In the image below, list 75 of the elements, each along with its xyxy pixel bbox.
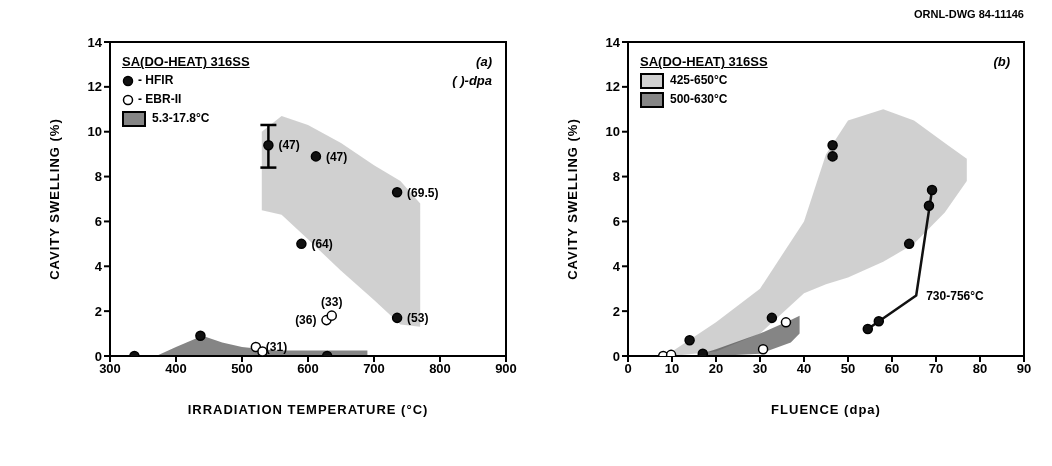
- y-tick-label: 14: [605, 34, 621, 50]
- point: [827, 151, 838, 162]
- x-tick-label: 20: [708, 361, 724, 377]
- x-tick-label: 300: [99, 361, 121, 377]
- y-tick-label: 12: [87, 79, 102, 95]
- annotation: (a): [475, 53, 492, 71]
- legend-title: SA(DO-HEAT) 316SS: [122, 53, 250, 71]
- annotation: ( )-dpa: [452, 72, 492, 90]
- point: [780, 317, 792, 328]
- x-tick-label: 500: [231, 361, 253, 377]
- annotation: (31): [265, 340, 288, 355]
- annotation: (47): [325, 149, 348, 164]
- y-tick-label: 6: [612, 214, 620, 230]
- x-tick-label: 50: [840, 361, 856, 377]
- x-tick-label: 70: [928, 361, 944, 377]
- y-tick-label: 0: [94, 348, 102, 364]
- annotation: (53): [407, 311, 429, 326]
- point: [391, 187, 403, 198]
- y-tick-label: 2: [612, 303, 620, 319]
- x-tick-label: 10: [664, 361, 680, 377]
- y-tick-label: 12: [605, 79, 620, 95]
- point: [862, 323, 874, 335]
- point: [757, 344, 769, 355]
- x-tick-label: 900: [495, 361, 517, 377]
- annotation: (64): [311, 237, 333, 252]
- y-axis-title: CAVITY SWELLING (%): [564, 118, 580, 280]
- y-tick-label: 8: [612, 169, 620, 185]
- y-tick-label: 4: [94, 258, 103, 274]
- x-tick-label: 80: [972, 361, 988, 377]
- x-tick-label: 400: [165, 361, 187, 377]
- y-tick-label: 8: [94, 169, 102, 185]
- y-tick-label: 10: [605, 124, 620, 140]
- point: [873, 315, 885, 327]
- legend-title: SA(DO-HEAT) 316SS: [640, 53, 768, 71]
- chart-subtitle: ORNL-DWG 84-11146: [913, 8, 1024, 20]
- x-tick-label: 40: [796, 361, 812, 377]
- y-tick-label: 2: [94, 303, 102, 319]
- x-axis-title: IRRADIATION TEMPERATURE (°C): [187, 402, 429, 417]
- annotation: (33): [321, 294, 343, 309]
- legend-label: - EBR-II: [138, 91, 182, 108]
- x-tick-label: 0: [624, 361, 632, 377]
- legend-label: - HFIR: [138, 72, 174, 89]
- legend-label: 5.3-17.8°C: [152, 110, 210, 127]
- point: [326, 310, 338, 321]
- point: [195, 330, 206, 342]
- y-axis-title: CAVITY SWELLING (%): [46, 118, 62, 280]
- point: [903, 238, 915, 250]
- point: [391, 312, 403, 324]
- annotation: (69.5): [407, 185, 439, 200]
- point: [684, 335, 695, 346]
- annotation: (36): [295, 313, 317, 328]
- legend-label: 500-630°C: [670, 91, 728, 108]
- legend-label: 425-650°C: [670, 72, 728, 89]
- x-tick-label: 800: [429, 361, 451, 377]
- x-tick-label: 60: [884, 361, 900, 377]
- y-tick-label: 14: [87, 34, 103, 50]
- x-tick-label: 700: [363, 361, 385, 377]
- annotation: 730-756°C: [926, 288, 985, 303]
- y-tick-label: 6: [94, 214, 102, 230]
- point: [296, 238, 307, 250]
- y-tick-label: 0: [612, 348, 620, 364]
- point: [827, 139, 838, 151]
- x-axis-title: FLUENCE (dpa): [771, 402, 881, 417]
- point: [926, 184, 938, 196]
- point: [263, 139, 274, 151]
- point: [766, 312, 778, 324]
- point: [923, 200, 935, 211]
- annotation: (47): [278, 138, 300, 153]
- y-tick-label: 4: [612, 258, 621, 274]
- annotation: (b): [993, 53, 1010, 71]
- y-tick-label: 10: [87, 124, 102, 140]
- x-tick-label: 30: [752, 361, 768, 377]
- x-tick-label: 600: [297, 361, 319, 377]
- point: [310, 151, 322, 162]
- x-tick-label: 90: [1016, 361, 1032, 377]
